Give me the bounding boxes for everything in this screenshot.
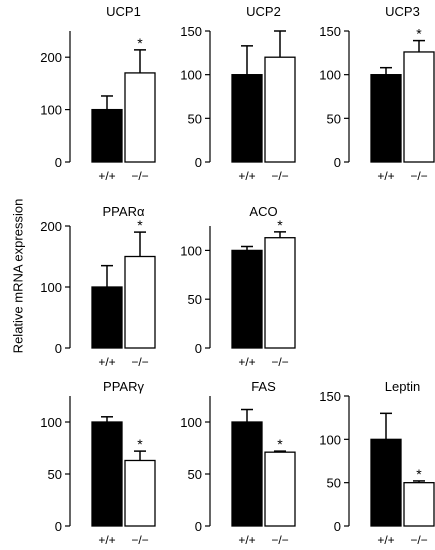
y-tick-label: 150: [180, 24, 202, 39]
bar: [370, 74, 402, 163]
y-tick-label: 0: [195, 519, 202, 534]
y-tick-label: 150: [319, 24, 341, 39]
chart-panel: 0 50 100 150 UCP2 +/+ −/−: [180, 4, 296, 183]
significance-marker: *: [277, 217, 283, 233]
y-tick-label: 0: [334, 155, 341, 170]
y-tick-label: 50: [327, 476, 341, 491]
y-tick-label: 150: [319, 389, 341, 404]
chart-title: PPARα: [103, 204, 145, 219]
y-tick-label: 100: [40, 103, 62, 118]
bar: [91, 286, 123, 349]
bar: [124, 255, 156, 349]
x-tick-label: −/−: [410, 169, 427, 183]
y-tick-label: 50: [327, 111, 341, 126]
significance-marker: *: [137, 436, 143, 452]
bar: [124, 72, 156, 163]
chart-panel: 0 50 100 ACO +/+ * −/−: [180, 204, 296, 369]
chart-title: PPARγ: [103, 379, 144, 394]
y-tick-label: 0: [55, 155, 62, 170]
y-tick-label: 50: [188, 467, 202, 482]
x-tick-label: −/−: [271, 169, 288, 183]
y-tick-label: 200: [40, 219, 62, 234]
chart-title: FAS: [251, 379, 276, 394]
bar: [264, 237, 296, 349]
chart-panel: 0 100 200 UCP1 +/+ * −/−: [40, 4, 156, 183]
x-tick-label: +/+: [238, 533, 255, 547]
significance-marker: *: [277, 436, 283, 452]
x-tick-label: +/+: [238, 169, 255, 183]
y-tick-label: 100: [319, 432, 341, 447]
x-tick-label: −/−: [410, 533, 427, 547]
x-tick-label: −/−: [131, 169, 148, 183]
y-tick-label: 100: [180, 415, 202, 430]
bar: [264, 451, 296, 527]
x-tick-label: −/−: [131, 355, 148, 369]
x-tick-label: −/−: [271, 355, 288, 369]
significance-marker: *: [137, 217, 143, 233]
y-tick-label: 100: [40, 280, 62, 295]
x-tick-label: +/+: [98, 169, 115, 183]
chart-title: UCP3: [385, 4, 420, 19]
chart-panel: 0 50 100 150 UCP3 +/+ * −/−: [319, 4, 435, 183]
chart-panel: 0 50 100 FAS +/+ * −/−: [180, 379, 296, 547]
y-tick-label: 100: [180, 68, 202, 83]
x-tick-label: −/−: [131, 533, 148, 547]
y-tick-label: 0: [334, 519, 341, 534]
x-tick-label: +/+: [98, 533, 115, 547]
bar: [264, 56, 296, 163]
x-tick-label: +/+: [238, 355, 255, 369]
y-tick-label: 200: [40, 50, 62, 65]
y-tick-label: 100: [40, 415, 62, 430]
bar: [403, 51, 435, 163]
x-tick-label: +/+: [377, 533, 394, 547]
bar: [231, 74, 263, 163]
x-tick-label: +/+: [377, 169, 394, 183]
bar: [403, 482, 435, 527]
y-tick-label: 50: [48, 467, 62, 482]
chart-panel: 0 50 100 PPARγ +/+ * −/−: [40, 379, 156, 547]
bar: [91, 421, 123, 527]
chart-panel: 0 50 100 150 Leptin +/+ * −/−: [319, 379, 435, 547]
significance-marker: *: [416, 26, 422, 42]
y-tick-label: 0: [55, 519, 62, 534]
bar: [370, 438, 402, 527]
y-tick-label: 50: [188, 292, 202, 307]
bar: [231, 421, 263, 527]
chart-title: UCP2: [246, 4, 281, 19]
y-tick-label: 0: [55, 341, 62, 356]
x-tick-label: −/−: [271, 533, 288, 547]
chart-title: UCP1: [106, 4, 141, 19]
bar: [124, 459, 156, 527]
y-tick-label: 100: [180, 243, 202, 258]
significance-marker: *: [137, 35, 143, 51]
bar: [91, 108, 123, 163]
y-tick-label: 0: [195, 155, 202, 170]
y-tick-label: 0: [195, 341, 202, 356]
chart-title: Leptin: [385, 379, 420, 394]
bar: [231, 249, 263, 349]
chart-title: ACO: [249, 204, 277, 219]
x-tick-label: +/+: [98, 355, 115, 369]
significance-marker: *: [416, 466, 422, 482]
y-tick-label: 50: [188, 111, 202, 126]
y-tick-label: 100: [319, 68, 341, 83]
chart-panel: 0 100 200 PPARα +/+ * −/−: [40, 204, 156, 369]
